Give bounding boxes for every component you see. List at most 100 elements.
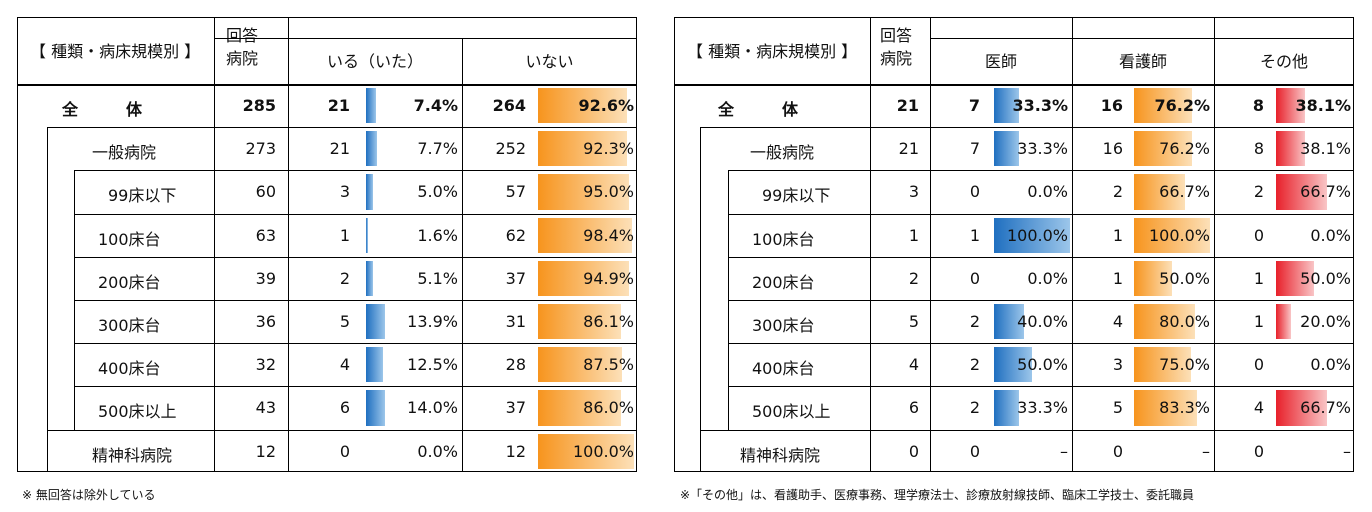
left-yes-bar	[366, 260, 374, 296]
left-row-label: 全 体	[62, 100, 143, 119]
left-row-no-pct: 94.9%	[583, 268, 634, 288]
right-row-doctor-count: 2	[969, 355, 980, 375]
right-row-n: 2	[908, 268, 919, 288]
right-row-n: 21	[896, 96, 919, 115]
left-row-no-pct: 92.3%	[583, 139, 634, 159]
right-row-other-count: 0	[1253, 355, 1264, 375]
right-row-line	[728, 300, 1354, 301]
left-col-divider-yes	[288, 17, 289, 472]
right-row-nurse-count: 16	[1102, 139, 1123, 159]
right-table-frame	[674, 17, 1354, 472]
right-row-other-pct: –	[1343, 441, 1351, 461]
right-responding-header: 回答 病院	[880, 26, 913, 68]
right-col-divider-o	[1214, 17, 1215, 472]
right-row-doctor-pct: 0.0%	[1027, 268, 1068, 288]
left-row-no-pct: 87.5%	[583, 355, 634, 375]
left-row-no-pct: 95.0%	[583, 182, 634, 202]
right-row-nurse-pct: 50.0%	[1159, 268, 1210, 288]
right-row-nurse-pct: 80.0%	[1159, 312, 1210, 331]
right-other-bar	[1276, 304, 1292, 340]
right-row-doctor-count: 0	[969, 441, 980, 461]
right-row-doctor-count: 2	[969, 312, 980, 331]
right-header-bottom-line	[674, 84, 1354, 86]
right-row-other-pct: 50.0%	[1300, 268, 1351, 288]
right-doctor-bar	[994, 88, 1020, 124]
right-row-n: 5	[908, 312, 919, 331]
right-doctor-bar	[994, 304, 1025, 340]
right-nurse-bar	[1134, 88, 1192, 124]
left-row-no-count: 28	[505, 355, 526, 375]
right-nurse-bar	[1134, 131, 1192, 167]
right-row-nurse-pct: 83.3%	[1159, 398, 1210, 418]
right-row-line	[728, 386, 1354, 388]
left-row-line	[74, 343, 637, 345]
left-row-line	[47, 429, 637, 431]
left-footnote: ※ 無回答は除外している	[22, 488, 156, 502]
left-col-divider-n	[214, 17, 215, 472]
left-no-bar	[538, 390, 621, 426]
left-col-divider-no	[462, 38, 463, 472]
right-row-doctor-pct: 40.0%	[1017, 312, 1068, 331]
right-row-doctor-pct: 0.0%	[1027, 182, 1068, 202]
right-row-label: 99床以下	[762, 186, 831, 206]
left-row-yes-pct: 5.1%	[417, 268, 458, 288]
left-row-line	[74, 170, 637, 172]
left-no-bar	[538, 174, 630, 210]
left-row-no-count: 57	[505, 182, 526, 202]
left-row-yes-count: 21	[327, 96, 350, 115]
right-nurse-bar	[1134, 217, 1210, 253]
left-no-bar	[538, 433, 634, 469]
left-row-yes-pct: 13.9%	[407, 312, 458, 331]
left-row-no-count: 37	[505, 398, 526, 418]
left-row-yes-pct: 5.0%	[417, 182, 458, 202]
right-row-n: 1	[908, 225, 919, 245]
right-row-nurse-count: 1	[1112, 225, 1123, 245]
left-row-line	[74, 213, 637, 215]
left-row-yes-count: 2	[339, 268, 350, 288]
left-responding-header: 回答 病院	[226, 26, 259, 68]
left-yes-bar	[366, 304, 386, 340]
left-row-no-pct: 92.6%	[578, 96, 634, 115]
right-row-doctor-pct: 50.0%	[1017, 355, 1068, 375]
left-row-yes-count: 0	[339, 441, 350, 461]
right-row-other-count: 0	[1253, 441, 1264, 461]
right-row-other-pct: 66.7%	[1300, 398, 1351, 418]
right-indent-line-1	[700, 127, 701, 472]
left-no-bar	[538, 217, 633, 253]
left-row-label: 200床台	[98, 272, 161, 292]
right-row-other-pct: 38.1%	[1295, 96, 1351, 115]
right-row-other-pct: 20.0%	[1300, 312, 1351, 331]
left-row-yes-pct: 1.6%	[417, 225, 458, 245]
right-row-line	[728, 170, 1354, 172]
right-row-nurse-count: 4	[1112, 312, 1123, 331]
left-yes-bar	[366, 217, 369, 253]
right-row-label: 400床台	[752, 359, 815, 379]
right-row-nurse-count: 2	[1112, 182, 1123, 202]
right-row-doctor-pct: –	[1060, 441, 1068, 461]
left-row-n: 39	[255, 268, 276, 288]
right-col-divider-d	[930, 17, 931, 472]
right-row-n: 4	[908, 355, 919, 375]
right-nurse-bar	[1134, 260, 1172, 296]
left-row-line	[47, 127, 637, 129]
right-col-divider-n	[870, 17, 871, 472]
left-row-label: 精神科病院	[92, 445, 173, 465]
right-doctor-header: 医師	[984, 52, 1017, 71]
right-nurse-bar	[1134, 304, 1195, 340]
right-row-n: 3	[908, 182, 919, 202]
left-no-bar	[538, 304, 621, 340]
left-row-no-count: 264	[492, 96, 526, 115]
right-row-label: 一般病院	[750, 143, 815, 163]
right-other-bar	[1276, 390, 1327, 426]
right-row-other-count: 8	[1252, 96, 1264, 115]
left-row-n: 32	[255, 355, 276, 375]
right-row-nurse-pct: 66.7%	[1159, 182, 1210, 202]
left-row-label: 500床以上	[98, 402, 177, 422]
left-row-yes-count: 3	[339, 182, 350, 202]
left-row-yes-pct: 12.5%	[407, 355, 458, 375]
right-row-doctor-pct: 33.3%	[1017, 398, 1068, 418]
left-category-header: 【 種類・病床規模別 】	[30, 42, 201, 61]
right-row-other-pct: 38.1%	[1300, 139, 1351, 159]
right-row-nurse-count: 1	[1112, 268, 1123, 288]
left-row-n: 63	[255, 225, 276, 245]
